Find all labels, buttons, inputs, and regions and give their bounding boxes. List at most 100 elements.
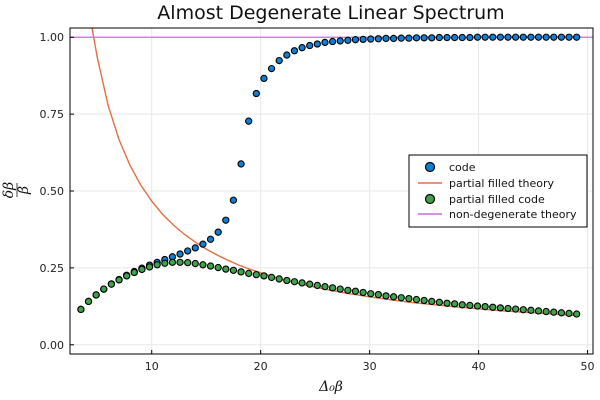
- data-point-partial-filled-code: [206, 262, 215, 270]
- data-point-code: [199, 240, 207, 248]
- data-point-partial-filled-code: [511, 305, 520, 313]
- data-point-code: [565, 33, 573, 41]
- data-point-code: [267, 64, 276, 73]
- y-axis-label: δβ β: [1, 182, 32, 199]
- data-point-partial-filled-code: [374, 290, 383, 299]
- data-point-code: [443, 33, 451, 42]
- data-point-partial-filled-code: [573, 310, 581, 318]
- data-point-code: [206, 235, 215, 243]
- data-point-partial-filled-code: [123, 272, 131, 280]
- data-point-partial-filled-code: [138, 265, 146, 274]
- data-point-partial-filled-code: [336, 285, 344, 293]
- data-point-partial-filled-code: [557, 309, 566, 317]
- data-point-code: [290, 47, 299, 55]
- data-point-partial-filled-code: [397, 294, 405, 302]
- data-point-partial-filled-code: [260, 272, 268, 280]
- data-point-code: [428, 34, 436, 42]
- data-point-code: [328, 37, 337, 46]
- data-point-partial-filled-code: [504, 304, 512, 313]
- x-tick-label: 10: [145, 360, 159, 373]
- data-point-partial-filled-code: [458, 301, 466, 309]
- data-point-code: [344, 36, 352, 44]
- data-layer: [70, 28, 593, 318]
- legend-marker-code: [424, 161, 436, 173]
- legend-label-non-degenerate-theory: non-degenerate theory: [449, 208, 577, 221]
- data-point-code: [245, 117, 253, 125]
- y-tick-label: 0.25: [40, 262, 65, 275]
- data-point-partial-filled-code: [298, 279, 306, 287]
- data-point-partial-filled-code: [214, 263, 222, 272]
- data-point-code: [382, 34, 390, 43]
- legend-label-partial-filled-theory: partial filled theory: [449, 177, 555, 190]
- data-point-code: [527, 33, 535, 41]
- data-point-code: [473, 33, 482, 41]
- chart-title: Almost Degenerate Linear Spectrum: [157, 2, 504, 24]
- data-point-partial-filled-code: [222, 265, 230, 273]
- data-point-partial-filled-code: [245, 269, 253, 278]
- y-tick-label: 0.50: [40, 185, 65, 198]
- legend: code partial filled theory partial fille…: [408, 154, 588, 228]
- data-point-code: [260, 74, 268, 83]
- x-tick-label: 50: [581, 360, 595, 373]
- y-axis-label-denominator: β: [16, 186, 32, 195]
- data-point-code: [573, 33, 581, 41]
- data-point-partial-filled-code: [489, 303, 497, 311]
- y-tick-label: 0.75: [40, 108, 65, 121]
- data-point-code: [557, 33, 566, 41]
- data-point-code: [458, 33, 466, 42]
- data-point-partial-filled-code: [290, 278, 299, 286]
- data-point-partial-filled-code: [229, 266, 238, 274]
- data-point-partial-filled-code: [84, 297, 93, 306]
- data-point-partial-filled-code: [565, 309, 573, 318]
- x-tick-label: 30: [363, 360, 377, 373]
- data-point-code: [534, 33, 543, 41]
- ticks: 10 20 30 40 50 0.00 0.25 0.50 0.75 1.00: [40, 31, 595, 373]
- legend-box: [408, 154, 588, 228]
- data-point-partial-filled-code: [344, 286, 352, 294]
- data-point-partial-filled-code: [496, 304, 505, 312]
- data-point-code: [306, 41, 314, 50]
- data-point-partial-filled-code: [275, 275, 283, 283]
- data-point-partial-filled-code: [306, 280, 314, 288]
- data-point-code: [481, 33, 489, 41]
- data-point-partial-filled-code: [176, 258, 184, 267]
- data-point-partial-filled-code: [473, 302, 482, 310]
- data-point-partial-filled-code: [450, 300, 459, 308]
- data-point-code: [397, 34, 405, 42]
- data-point-partial-filled-code: [435, 298, 444, 306]
- data-point-code: [237, 160, 245, 168]
- legend-marker-partial-filled-code: [424, 193, 436, 205]
- data-point-partial-filled-code: [77, 305, 85, 314]
- data-point-partial-filled-code: [283, 276, 291, 285]
- data-point-code: [389, 34, 398, 43]
- data-point-partial-filled-code: [443, 299, 451, 307]
- data-point-partial-filled-code: [115, 276, 123, 284]
- data-point-code: [550, 33, 558, 41]
- data-point-partial-filled-code: [161, 259, 169, 267]
- data-point-partial-filled-code: [130, 268, 138, 277]
- data-point-code: [435, 33, 444, 42]
- data-point-code: [542, 33, 550, 41]
- x-tick-label: 20: [254, 360, 268, 373]
- y-tick-label: 0.00: [40, 339, 65, 352]
- data-point-code: [298, 44, 306, 52]
- data-point-partial-filled-code: [359, 288, 367, 297]
- data-point-partial-filled-code: [191, 259, 199, 268]
- data-point-partial-filled-code: [481, 302, 489, 311]
- data-point-partial-filled-code: [428, 297, 436, 306]
- data-point-partial-filled-code: [153, 261, 161, 269]
- data-point-partial-filled-code: [199, 261, 207, 269]
- data-point-partial-filled-code: [267, 273, 276, 282]
- data-point-partial-filled-code: [519, 306, 527, 314]
- data-point-code: [519, 33, 527, 41]
- data-point-partial-filled-code: [466, 301, 474, 310]
- legend-label-partial-filled-code: partial filled code: [449, 193, 545, 206]
- data-point-code: [229, 196, 238, 204]
- data-point-partial-filled-code: [100, 285, 108, 293]
- y-tick-label: 1.00: [40, 31, 65, 44]
- data-point-code: [450, 33, 459, 42]
- data-point-partial-filled-code: [534, 307, 543, 315]
- x-tick-label: 40: [472, 360, 486, 373]
- data-point-code: [351, 36, 360, 44]
